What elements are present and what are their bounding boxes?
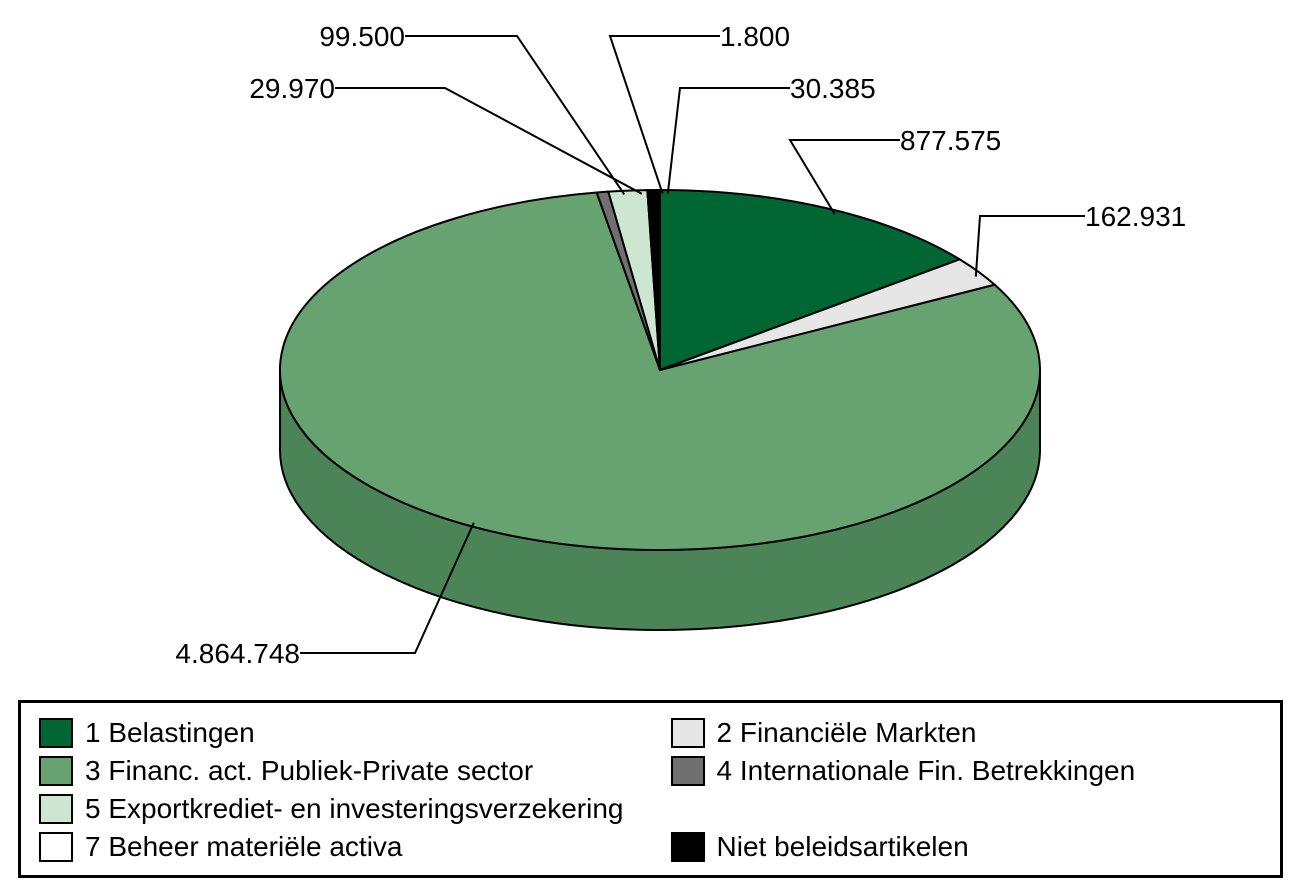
legend-swatch: [39, 832, 73, 862]
callout-label: 30.385: [790, 73, 876, 104]
callout-label: 99.500: [319, 21, 405, 52]
legend-swatch: [39, 756, 73, 786]
callout-line: [405, 36, 624, 194]
callout-label: 1.800: [720, 21, 790, 52]
callout-label: 4.864.748: [175, 638, 300, 669]
legend-label: 7 Beheer materiële activa: [85, 831, 403, 863]
legend-item: 1 Belastingen: [39, 717, 631, 749]
legend-swatch: [671, 718, 705, 748]
legend-item: 5 Exportkrediet- en investeringsverzeker…: [39, 793, 1262, 825]
callout-label: 162.931: [1085, 201, 1186, 232]
callout-line: [335, 88, 642, 194]
legend-label: 1 Belastingen: [85, 717, 255, 749]
legend-label: 3 Financ. act. Publiek-Private sector: [85, 755, 533, 787]
callout-label: 877.575: [900, 125, 1001, 156]
legend-item: 2 Financiële Markten: [671, 717, 1263, 749]
legend-swatch: [671, 832, 705, 862]
legend-label: 2 Financiële Markten: [717, 717, 977, 749]
legend-swatch: [39, 794, 73, 824]
pie-chart: 99.500 29.970 1.80030.385 877.575 162.931 4.8…: [0, 0, 1303, 700]
callout-line: [668, 88, 790, 194]
legend-swatch: [671, 756, 705, 786]
legend-item: Niet beleidsartikelen: [671, 831, 1263, 863]
legend-item: 7 Beheer materiële activa: [39, 831, 631, 863]
legend: 1 Belastingen 2 Financiële Markten 3 Finan…: [18, 700, 1283, 878]
legend-swatch: [39, 718, 73, 748]
legend-label: Niet beleidsartikelen: [717, 831, 969, 863]
legend-item: 3 Financ. act. Publiek-Private sector: [39, 755, 631, 787]
callout-line: [976, 216, 1085, 277]
legend-item: 4 Internationale Fin. Betrekkingen: [671, 755, 1263, 787]
callout-label: 29.970: [249, 73, 335, 104]
legend-label: 5 Exportkrediet- en investeringsverzeker…: [85, 793, 623, 825]
callout-line: [610, 36, 720, 194]
legend-label: 4 Internationale Fin. Betrekkingen: [717, 755, 1136, 787]
